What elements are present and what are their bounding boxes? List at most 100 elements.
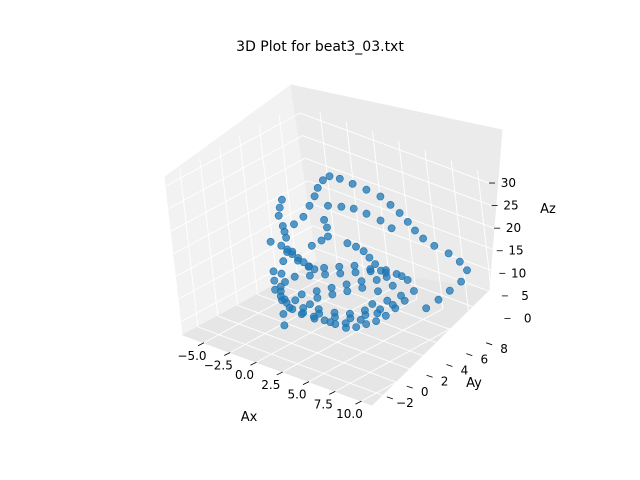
z-tick-label: 10 <box>511 266 526 280</box>
scatter-point <box>288 250 296 258</box>
scatter-point <box>368 300 377 308</box>
scatter-point <box>397 272 406 280</box>
scatter-point <box>335 174 344 183</box>
scatter-point <box>381 311 390 320</box>
scatter-point <box>395 209 404 217</box>
y-axis-label: Ay <box>466 376 482 391</box>
scatter-point <box>409 287 418 295</box>
grid-y-left-2 <box>219 147 239 306</box>
x-tick-mark <box>302 381 310 386</box>
scatter-point <box>279 310 288 318</box>
scatter-point <box>387 224 396 233</box>
scatter-point <box>281 278 289 286</box>
x-tick-label: 7.5 <box>314 397 333 411</box>
x-tick-mark <box>329 391 336 395</box>
grid-z-left-6 <box>165 112 301 187</box>
scatter-point <box>349 204 358 213</box>
grid-x-floor-5 <box>335 317 470 392</box>
scatter-point <box>313 293 322 302</box>
scatter-point <box>352 323 361 331</box>
scatter-point <box>314 305 323 314</box>
scatter-point <box>445 286 454 295</box>
scatter-point <box>328 290 337 299</box>
scatter-point <box>320 215 328 224</box>
x-axis-label: Ax <box>241 410 258 425</box>
grid-z-left-4 <box>170 157 306 232</box>
grid-x-back-4 <box>424 150 444 309</box>
scatter-point <box>359 247 368 256</box>
grid-z-left-5 <box>168 135 303 209</box>
scatter-point <box>321 270 329 279</box>
scatter-point <box>388 300 397 309</box>
grid-z-left-3 <box>173 180 308 255</box>
y-tick-mark <box>386 396 394 400</box>
scatter-point <box>335 262 344 271</box>
scatter-point <box>397 291 405 300</box>
y-tick-mark <box>426 374 433 378</box>
z-tick-label: 15 <box>508 244 523 258</box>
grid-x-floor-1 <box>230 279 365 353</box>
scatter-point <box>362 185 371 194</box>
y-tick-label: 2 <box>441 374 449 388</box>
grid-z-back-0 <box>315 248 505 319</box>
z-tick-label: 0 <box>524 312 532 326</box>
scatter-point <box>297 290 306 299</box>
y-tick-label: 8 <box>500 342 508 356</box>
scatter-point <box>434 295 443 304</box>
grid-lines <box>165 111 505 402</box>
scatter-point <box>271 285 279 294</box>
scatter-point <box>282 298 291 307</box>
scatter-point <box>305 271 314 280</box>
scatter-point <box>269 267 278 276</box>
scatter-point <box>331 320 340 328</box>
scatter-point <box>280 321 289 330</box>
scatter-point <box>327 283 336 292</box>
scatter-point <box>360 306 369 315</box>
x-tick-mark <box>276 371 283 376</box>
grid-x-back-6 <box>477 170 496 329</box>
scatter-point <box>366 265 375 274</box>
grid-y-left-5 <box>278 114 298 273</box>
scatter-point <box>388 281 397 290</box>
scatter-point <box>280 227 289 236</box>
grid-x-floor-6 <box>361 327 496 402</box>
scatter-point <box>277 241 286 250</box>
scatter-point <box>305 201 314 210</box>
scatter-point <box>356 315 365 324</box>
scatter-point <box>307 241 316 250</box>
grid-y-left-1 <box>199 158 219 317</box>
scatter-point <box>310 192 319 201</box>
grid-y-floor-0 <box>197 326 388 398</box>
grid-x-floor-0 <box>203 269 339 344</box>
z-axis-label: Az <box>540 202 556 217</box>
z-tick-label: 30 <box>501 176 516 190</box>
scatter-point <box>411 226 419 235</box>
grid-y-left-3 <box>238 136 258 295</box>
scatter-point <box>419 234 427 243</box>
x-tick-label: −2.5 <box>204 359 233 373</box>
scatter-point <box>290 220 298 229</box>
scatter-point <box>317 236 326 245</box>
scatter-point <box>350 261 359 270</box>
grid-y-floor-4 <box>277 283 467 355</box>
scatter-point <box>324 201 332 210</box>
scatter-point <box>342 280 351 289</box>
scatter-point <box>386 200 395 209</box>
scatter-point <box>422 304 431 313</box>
scatter-point <box>279 257 288 266</box>
chart-title: 3D Plot for beat3_03.txt <box>236 39 404 55</box>
z-tick-label: 20 <box>506 221 521 235</box>
scatter-point <box>330 308 339 317</box>
scatter-point <box>270 276 279 285</box>
scatter-point <box>325 172 334 181</box>
scatter-point <box>403 217 412 226</box>
x-tick-mark <box>355 400 362 405</box>
scatter-point <box>290 272 299 281</box>
scatter-point <box>320 316 329 325</box>
scatter-point <box>299 212 308 221</box>
scatter-point <box>320 263 328 272</box>
scatter-points <box>266 172 471 332</box>
y-tick-label: 4 <box>461 363 469 377</box>
scatter-point <box>351 268 360 277</box>
